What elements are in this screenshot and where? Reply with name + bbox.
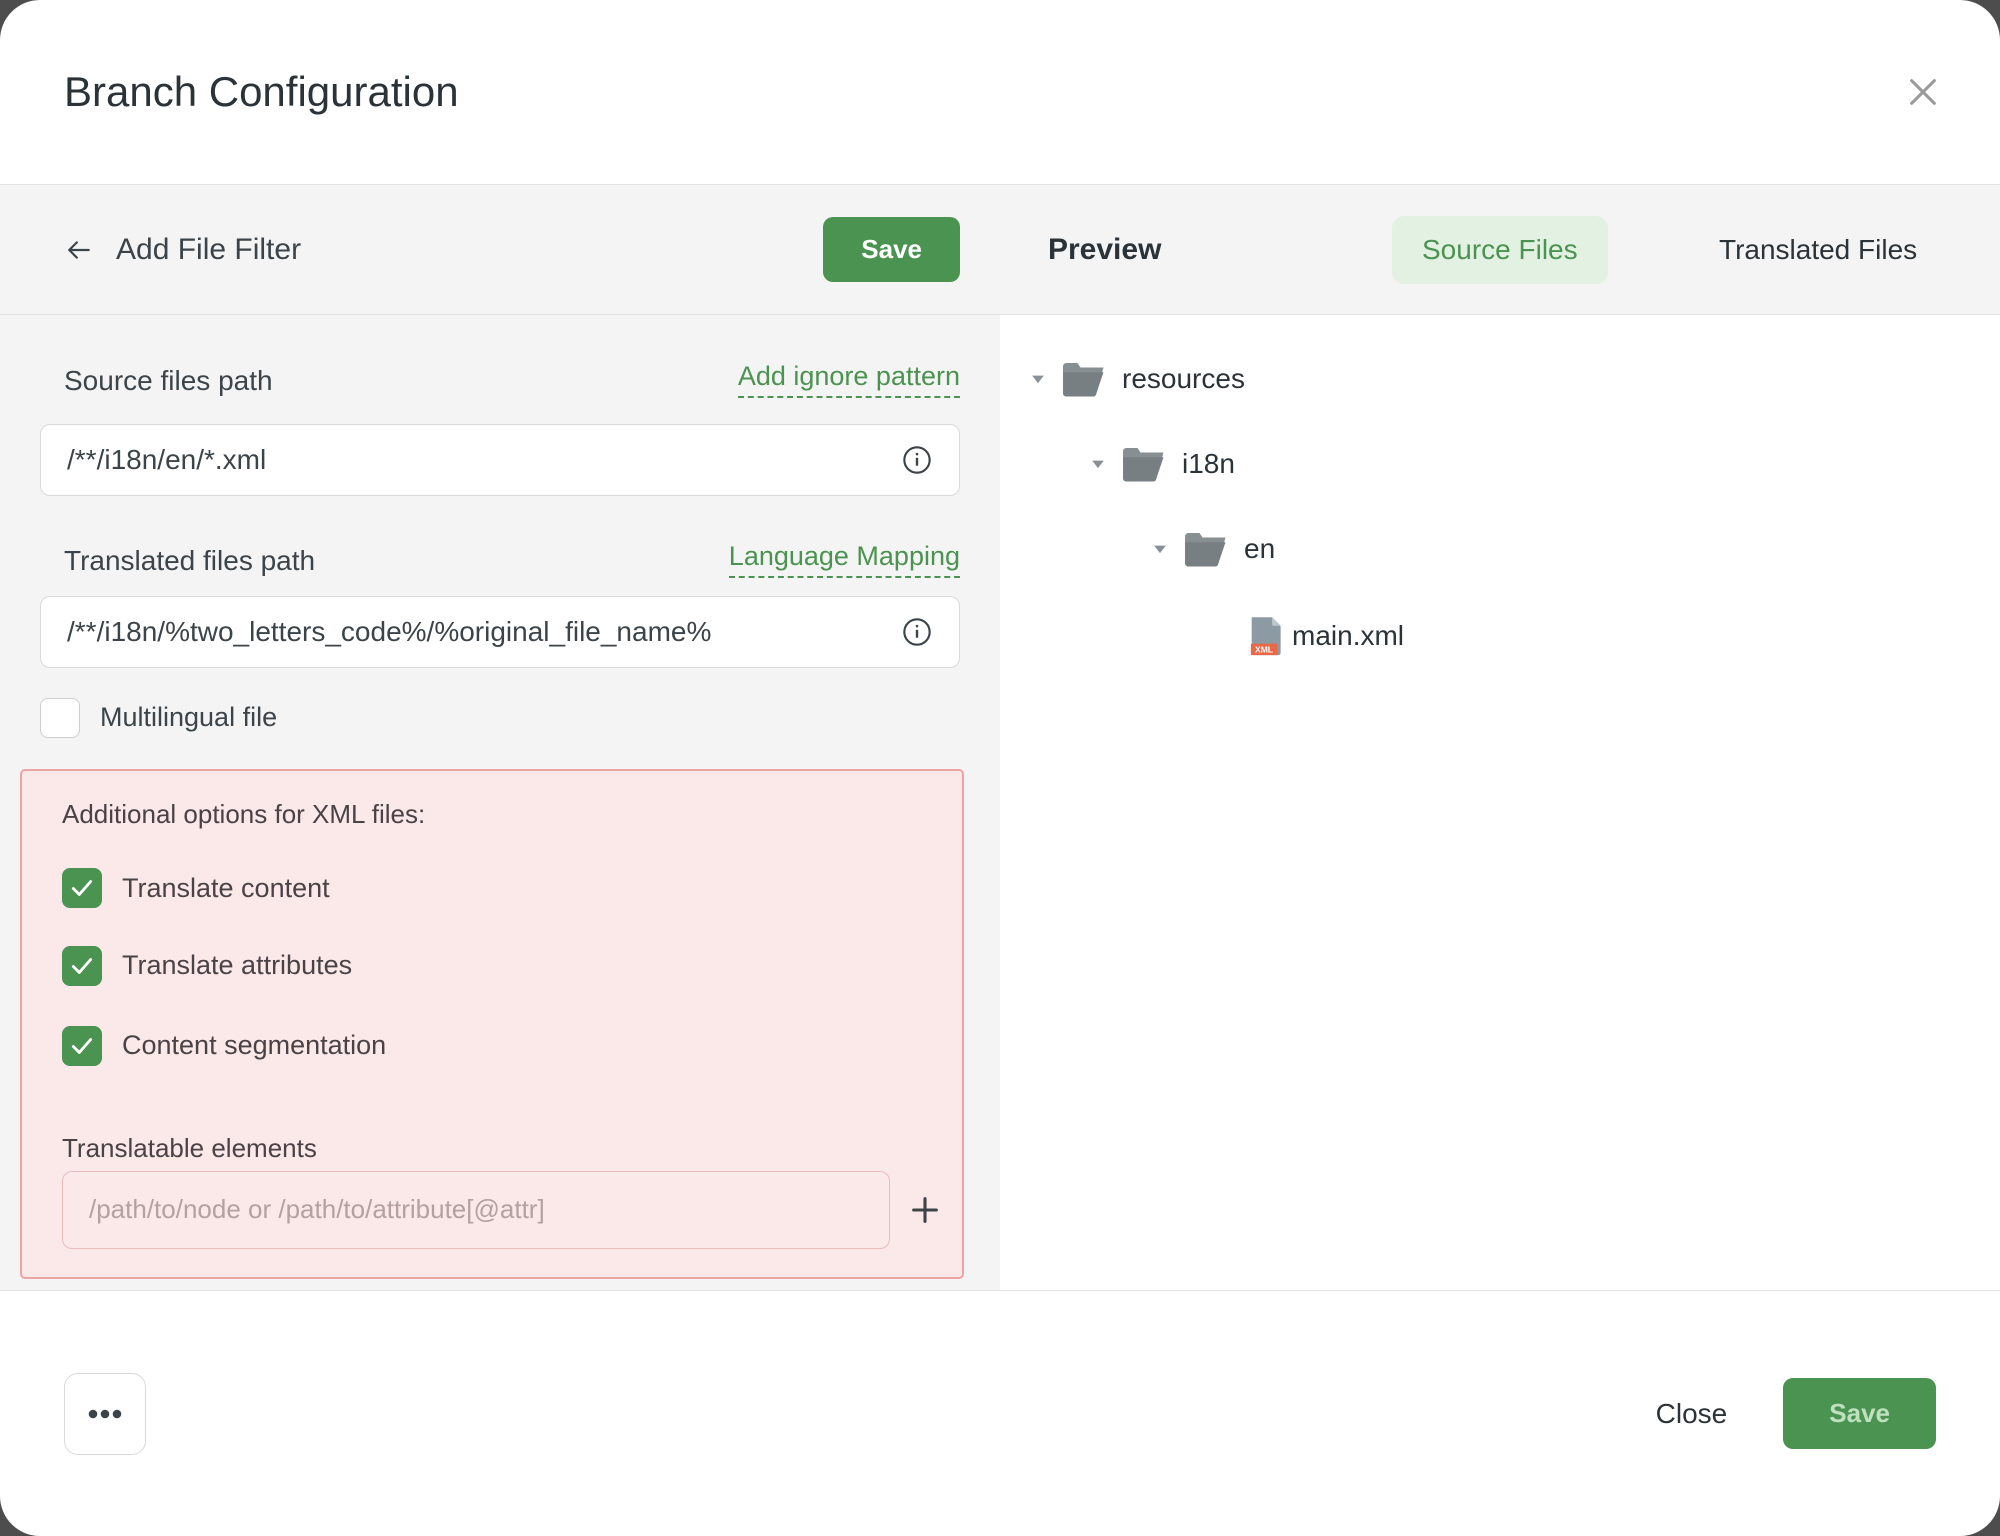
svg-text:XML: XML [1255, 644, 1273, 654]
